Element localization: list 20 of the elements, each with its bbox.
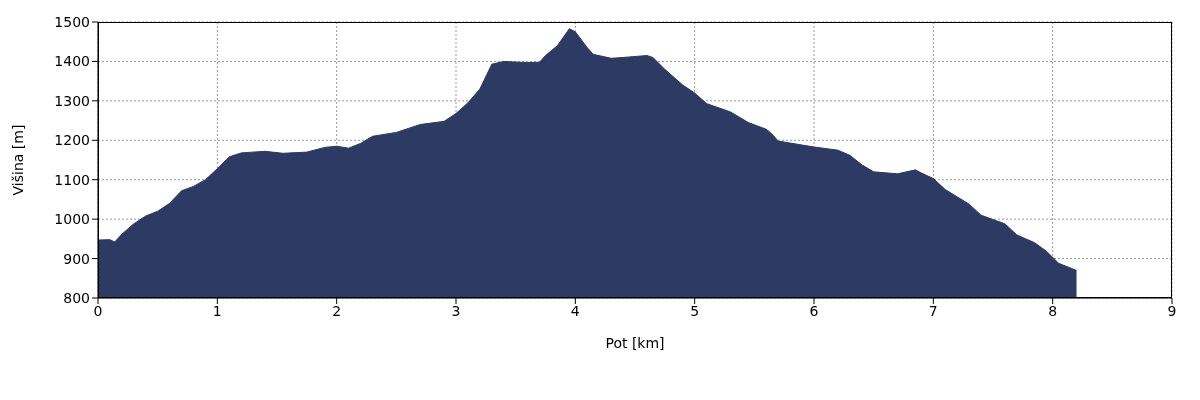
x-tick-label: 1 [212, 302, 222, 319]
y-tick-label: 1400 [54, 53, 90, 70]
x-axis-title: Pot [km] [605, 335, 665, 351]
x-tick-label: 5 [690, 302, 700, 319]
y-tick-label: 1100 [54, 171, 90, 188]
y-tick-label: 1000 [54, 211, 90, 228]
y-tick-label: 1500 [54, 13, 90, 30]
x-tick-label: 6 [809, 302, 819, 319]
x-tick-label: 0 [93, 302, 103, 319]
x-tick-label: 2 [332, 302, 342, 319]
x-tick-label: 9 [1167, 302, 1177, 319]
y-tick-label: 1300 [54, 92, 90, 109]
y-tick-label: 1200 [54, 132, 90, 149]
y-axis-title: Višina [m] [9, 124, 26, 196]
x-tick-label: 7 [928, 302, 938, 319]
x-tick-label: 8 [1048, 302, 1058, 319]
y-tick-label: 800 [63, 289, 90, 306]
x-tick-label: 3 [451, 302, 461, 319]
y-tick-label: 900 [63, 250, 90, 267]
x-tick-label: 4 [570, 302, 580, 319]
